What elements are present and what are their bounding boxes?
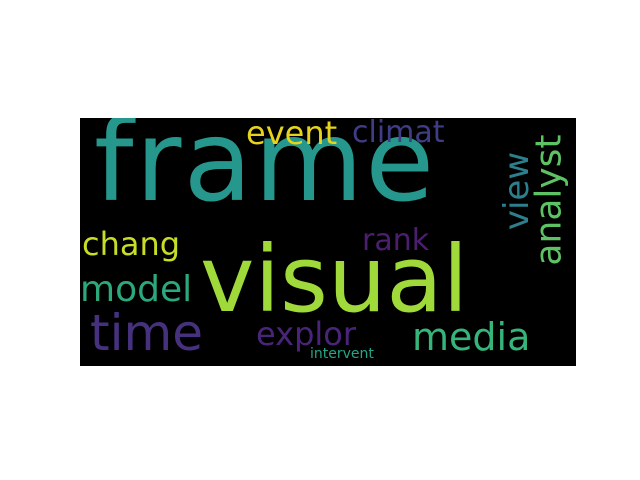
word-event: event: [246, 118, 338, 152]
word-media: media: [412, 315, 531, 359]
word-intervent: intervent: [310, 346, 374, 362]
word-cloud: frame visual time event climat chang ran…: [80, 118, 576, 366]
word-visual: visual: [200, 226, 469, 333]
word-explor: explor: [256, 315, 356, 353]
word-analyst: analyst: [528, 134, 570, 266]
word-time: time: [90, 304, 203, 362]
word-rank: rank: [362, 223, 430, 258]
word-chang: chang: [82, 225, 181, 263]
word-climat: climat: [352, 118, 445, 150]
word-model: model: [80, 269, 193, 310]
word-frame: frame: [94, 118, 437, 227]
